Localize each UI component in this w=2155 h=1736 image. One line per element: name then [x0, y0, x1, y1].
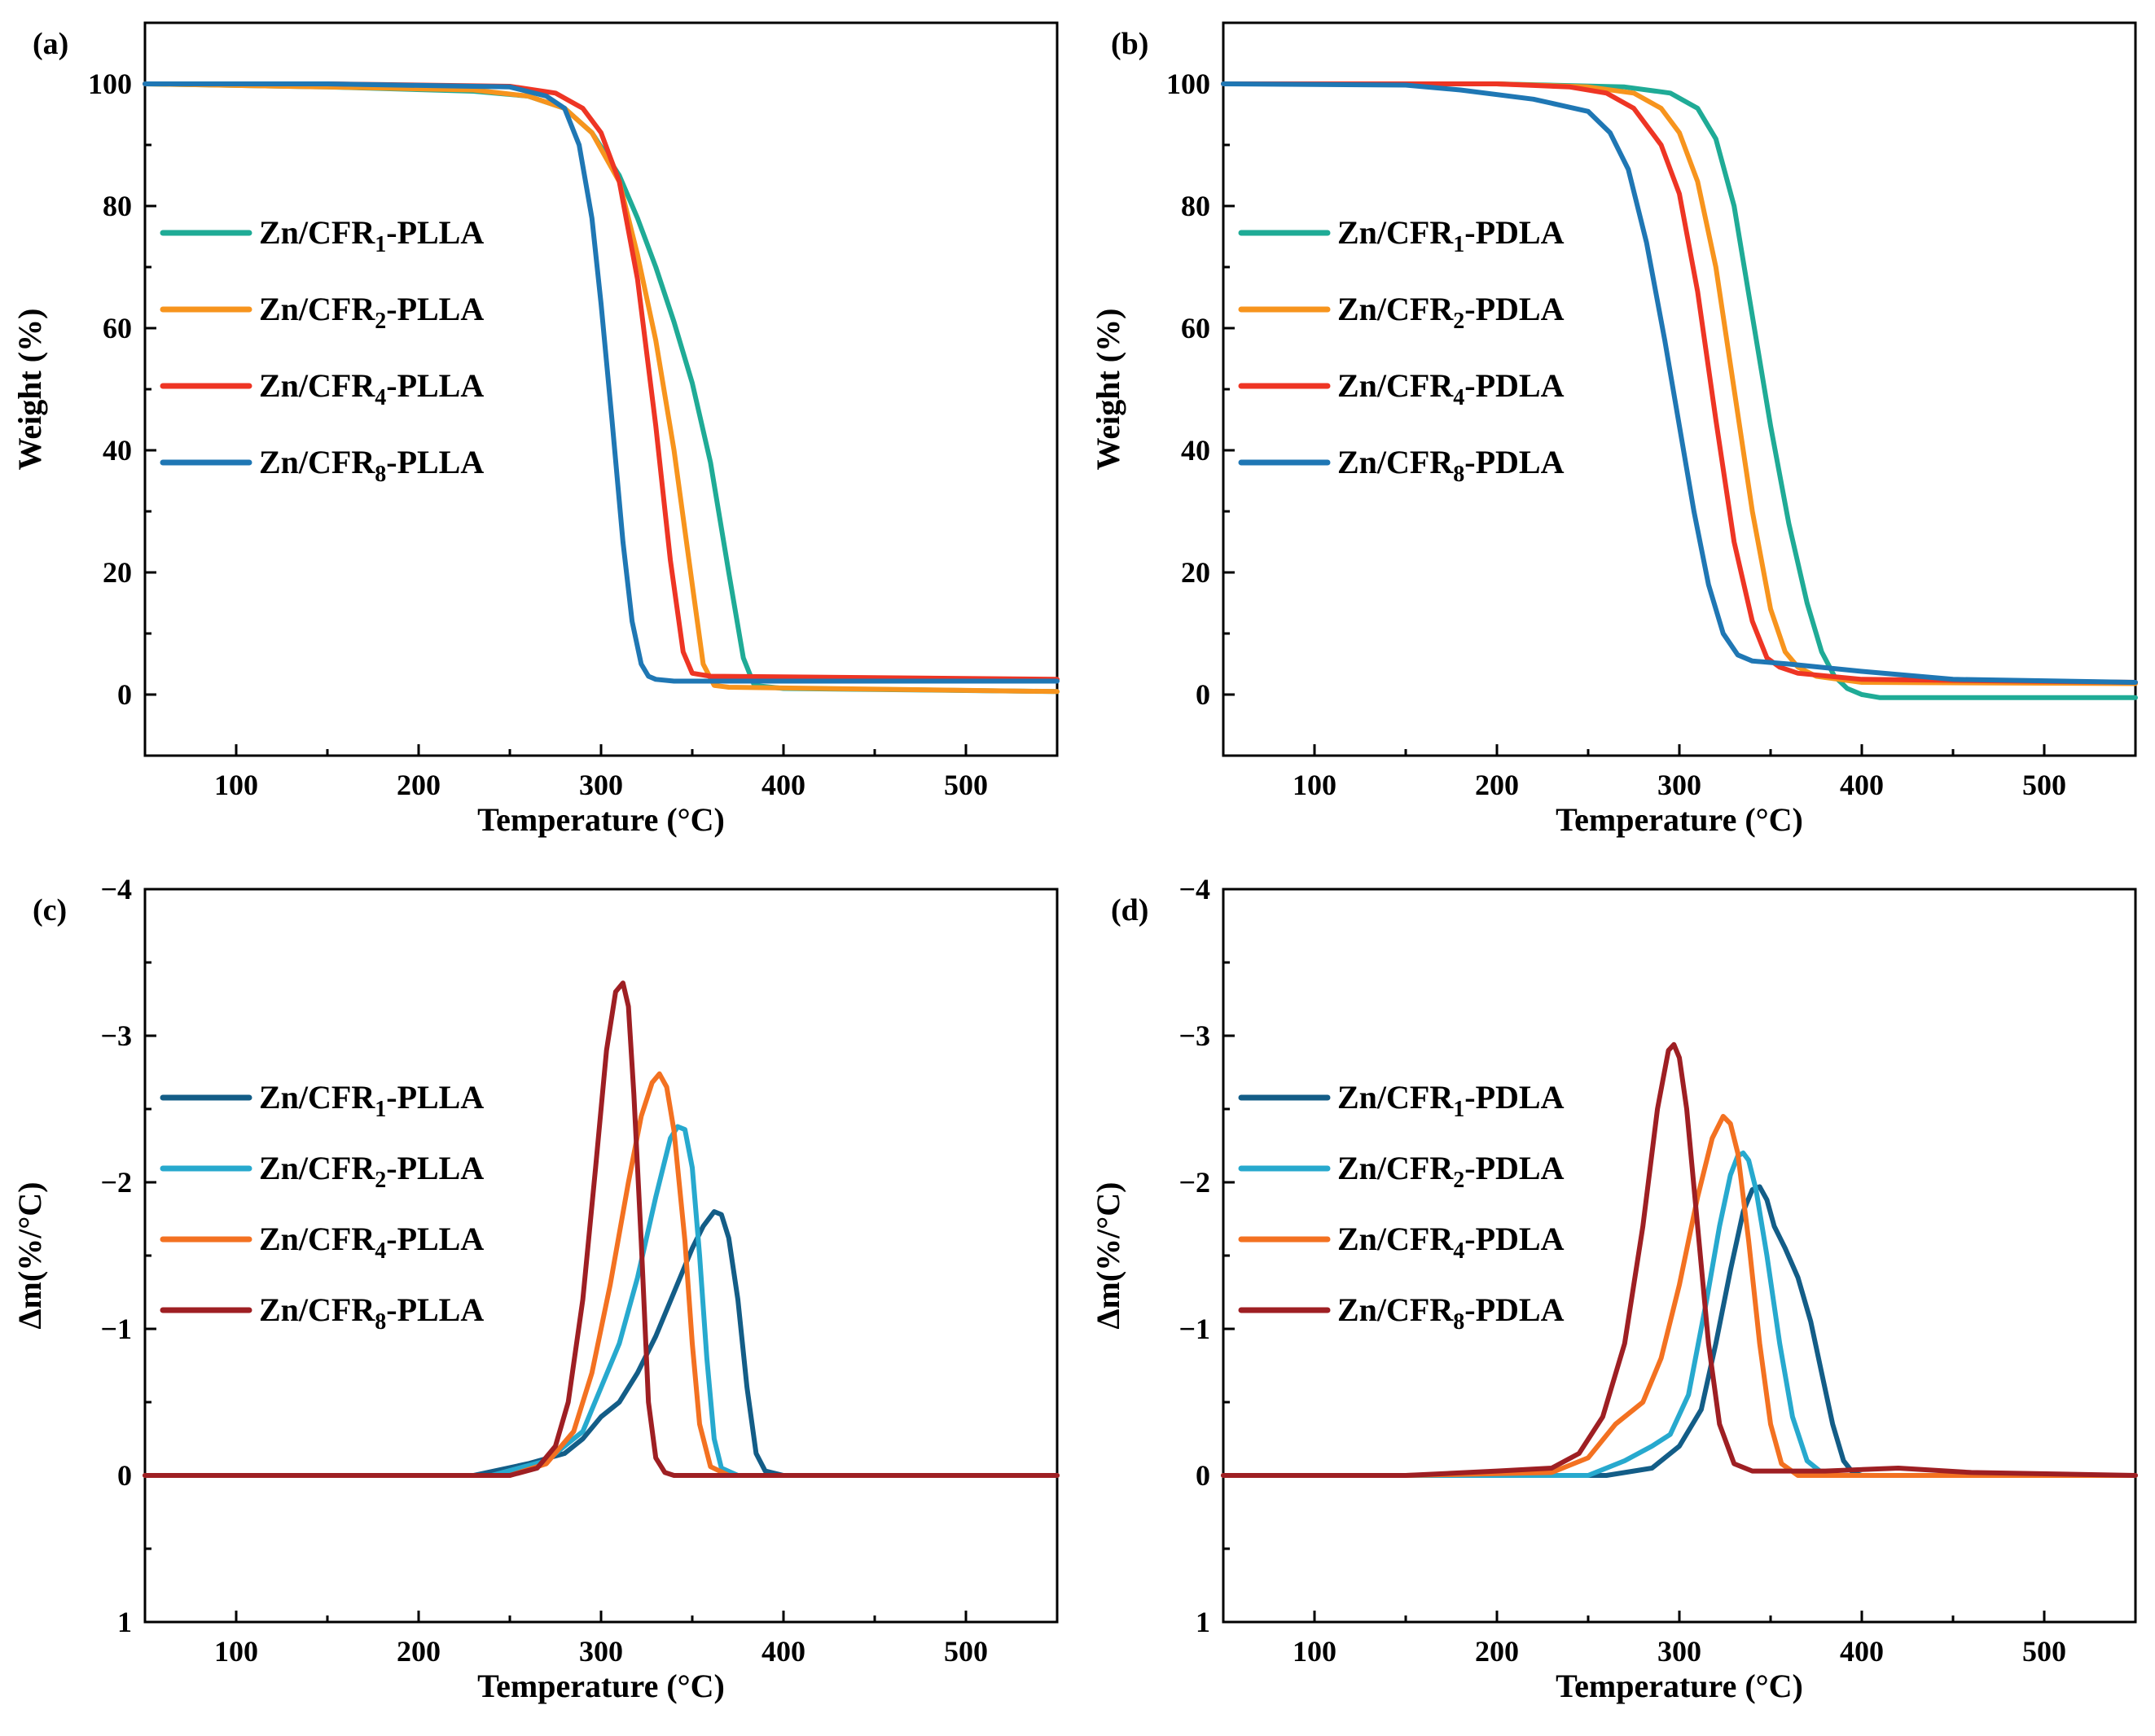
panel-a: (a) 100 200 300 400 500 0 20 40 60 80 100 Temperatur… — [11, 21, 1060, 838]
series-line-1 — [143, 1209, 1060, 1478]
y-tick-label: −1 — [100, 1313, 132, 1345]
legend-entry-2: Zn/CFR2-PDLA — [1337, 1150, 1565, 1193]
legend-entry-1: Zn/CFR1-PLLA — [259, 214, 484, 257]
legend-entry-1: Zn/CFR1-PDLA — [1337, 1079, 1565, 1122]
panel-label: (c) — [33, 893, 67, 927]
series-line-8 — [143, 81, 1060, 684]
legend-entry-1: Zn/CFR1-PLLA — [259, 1079, 484, 1122]
y-tick-label: 40 — [1181, 434, 1210, 467]
y-tick-label: 0 — [1196, 678, 1210, 711]
panel-c: (c) 100 200 300 400 500 1 0 −1 −2 −3 −4 Temperature … — [11, 873, 1060, 1704]
y-axis-label: Weight (%) — [1090, 309, 1126, 471]
legend-entry-8: Zn/CFR8-PDLA — [1337, 444, 1565, 487]
x-tick-label: 200 — [397, 1635, 441, 1668]
x-tick-label: 200 — [397, 769, 441, 801]
y-tick-label: 1 — [1196, 1606, 1210, 1638]
legend-entry-4: Zn/CFR4-PDLA — [1337, 367, 1565, 410]
x-tick-label: 500 — [2022, 769, 2066, 801]
y-tick-label: −2 — [100, 1166, 132, 1199]
x-axis-label: Temperature (°C) — [477, 801, 725, 838]
x-tick-label: 200 — [1475, 1635, 1519, 1668]
series-line-8 — [143, 980, 1060, 1478]
x-tick-label: 100 — [214, 1635, 258, 1668]
legend-entry-8: Zn/CFR8-PLLA — [259, 1291, 484, 1335]
y-tick-label: −4 — [100, 873, 132, 905]
y-tick-label: 0 — [117, 678, 132, 711]
y-axis-label: Δm(%/°C) — [11, 1181, 48, 1329]
y-tick-label: −1 — [1178, 1313, 1210, 1345]
y-tick-label: 0 — [1196, 1459, 1210, 1492]
x-tick-label: 200 — [1475, 769, 1519, 801]
panel-d: (d) 100 200 300 400 500 1 0 −1 −2 −3 −4 Temperature … — [1090, 873, 2138, 1704]
x-tick-label: 400 — [761, 769, 805, 801]
series-line-4 — [143, 1071, 1060, 1478]
legend-entry-2: Zn/CFR2-PLLA — [259, 1150, 484, 1193]
y-tick-label: 20 — [103, 556, 132, 589]
y-tick-label: 80 — [1181, 190, 1210, 222]
series-line-1 — [1221, 81, 2138, 700]
panel-label: (a) — [33, 27, 68, 61]
y-tick-label: 100 — [1166, 68, 1210, 100]
legend-entry-8: Zn/CFR8-PDLA — [1337, 1291, 1565, 1335]
x-tick-label: 100 — [1293, 1635, 1336, 1668]
x-tick-label: 500 — [944, 769, 988, 801]
legend-entry-8: Zn/CFR8-PLLA — [259, 444, 484, 487]
y-tick-label: −3 — [100, 1019, 132, 1052]
y-axis-label: Weight (%) — [11, 309, 48, 471]
legend-entry-4: Zn/CFR4-PDLA — [1337, 1221, 1565, 1264]
y-tick-label: −4 — [1178, 873, 1210, 905]
series-line-4 — [1221, 81, 2138, 685]
legend-entry-2: Zn/CFR2-PLLA — [259, 291, 484, 334]
x-tick-label: 400 — [1840, 769, 1884, 801]
legend-entry-4: Zn/CFR4-PLLA — [259, 367, 484, 410]
x-tick-label: 500 — [944, 1635, 988, 1668]
y-tick-label: 0 — [117, 1459, 132, 1492]
series-line-8 — [1221, 1041, 2138, 1478]
x-tick-label: 300 — [1657, 1635, 1701, 1668]
x-tick-label: 400 — [761, 1635, 805, 1668]
panel-b: (b) 100 200 300 400 500 0 20 40 60 80 100 Temperatur… — [1090, 21, 2138, 838]
x-tick-label: 100 — [214, 769, 258, 801]
y-axis-label: Δm(%/°C) — [1090, 1181, 1126, 1329]
panel-label: (d) — [1111, 893, 1148, 927]
x-tick-label: 300 — [1657, 769, 1701, 801]
x-tick-label: 500 — [2022, 1635, 2066, 1668]
panel-label: (b) — [1111, 27, 1148, 61]
y-tick-label: 60 — [1181, 312, 1210, 344]
x-tick-label: 400 — [1840, 1635, 1884, 1668]
y-tick-label: −2 — [1178, 1166, 1210, 1199]
series-line-1 — [1221, 1184, 2138, 1478]
y-tick-label: 100 — [88, 68, 132, 100]
y-tick-label: 20 — [1181, 556, 1210, 589]
x-axis-label: Temperature (°C) — [477, 1668, 725, 1704]
y-tick-label: 40 — [103, 434, 132, 467]
x-tick-label: 300 — [579, 1635, 623, 1668]
x-tick-label: 100 — [1293, 769, 1336, 801]
x-axis-label: Temperature (°C) — [1556, 801, 1803, 838]
x-tick-label: 300 — [579, 769, 623, 801]
y-tick-label: −3 — [1178, 1019, 1210, 1052]
legend-entry-4: Zn/CFR4-PLLA — [259, 1221, 484, 1264]
legend-entry-2: Zn/CFR2-PDLA — [1337, 291, 1565, 334]
series-line-4 — [1221, 1114, 2138, 1478]
y-tick-label: 60 — [103, 312, 132, 344]
legend-entry-1: Zn/CFR1-PDLA — [1337, 214, 1565, 257]
y-tick-label: 80 — [103, 190, 132, 222]
y-tick-label: 1 — [117, 1606, 132, 1638]
x-axis-label: Temperature (°C) — [1556, 1668, 1803, 1704]
series-line-8 — [1221, 81, 2138, 685]
